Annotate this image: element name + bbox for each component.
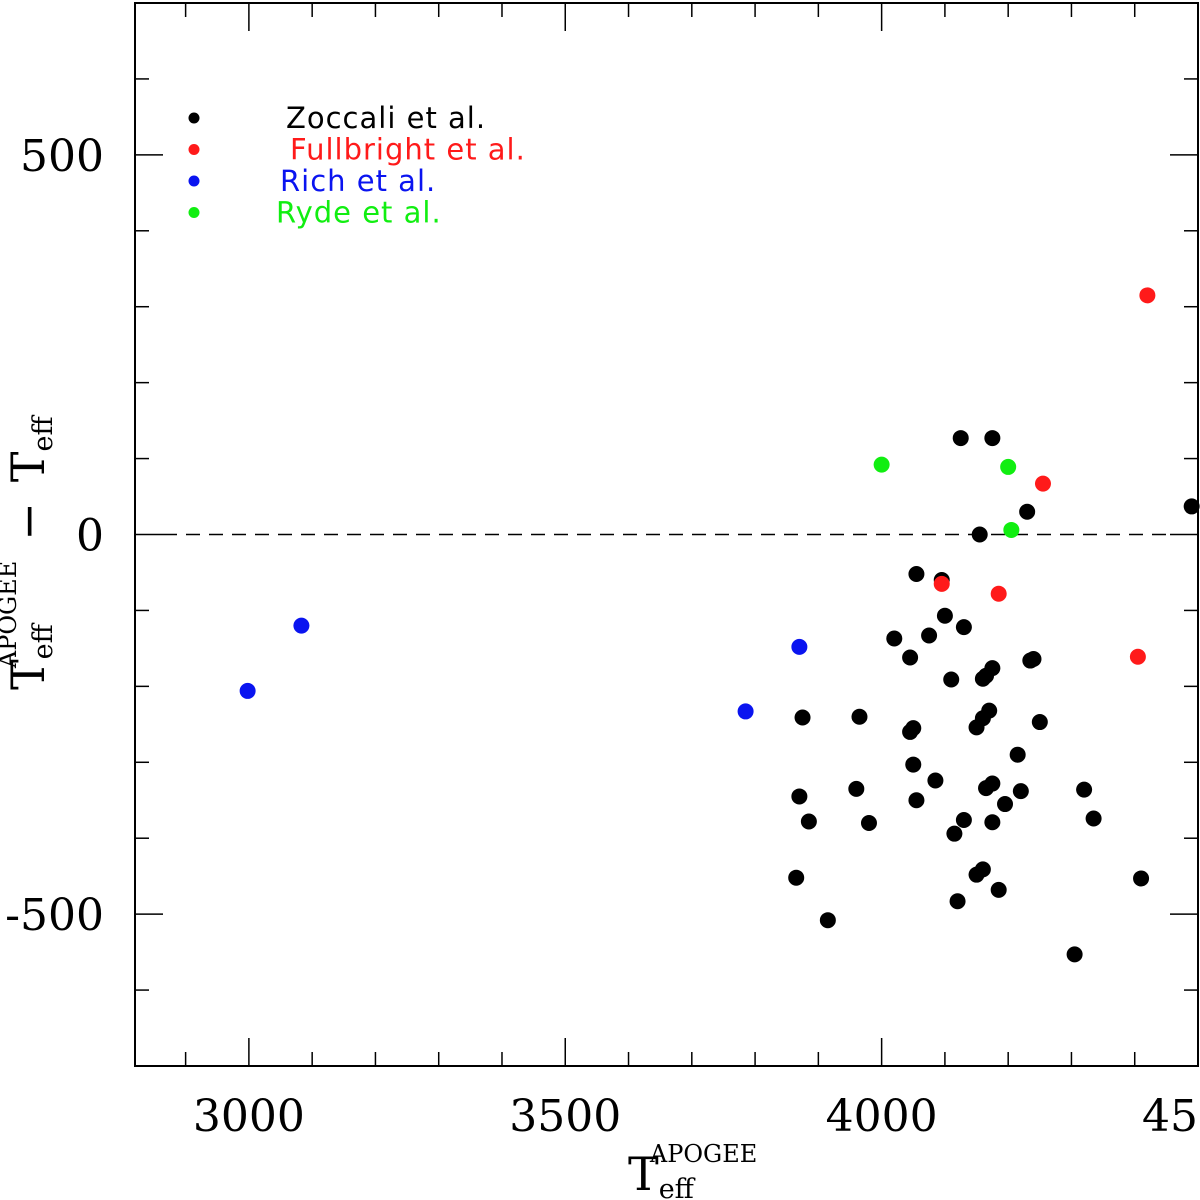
x-tick-label: 3000 (193, 1091, 305, 1142)
data-point (933, 575, 950, 592)
data-points (239, 287, 1200, 963)
data-point (791, 638, 808, 655)
data-point (819, 912, 836, 929)
data-point (936, 607, 953, 624)
y-axis-label-sub: eff (28, 622, 59, 659)
y-tick-label: -500 (5, 890, 104, 941)
data-point (978, 667, 995, 684)
data-point (1076, 781, 1093, 798)
x-tick-label: 3500 (509, 1091, 621, 1142)
data-point (978, 780, 995, 797)
data-point (1133, 870, 1150, 887)
legend-label: Rich et al. (280, 164, 436, 198)
data-point (1031, 714, 1048, 731)
data-point (1025, 651, 1042, 668)
data-point (1183, 498, 1200, 515)
data-point (984, 430, 1001, 447)
y-tick-label: 500 (20, 131, 104, 182)
data-point (848, 780, 865, 797)
data-point (293, 617, 310, 634)
tick-labels: 30003500400045005000-500 (5, 131, 1200, 1142)
data-point (1139, 287, 1156, 304)
data-point (873, 456, 890, 473)
data-point (886, 630, 903, 647)
legend-marker (188, 207, 200, 218)
legend-marker (188, 112, 200, 124)
data-point (984, 814, 1001, 831)
data-point (1034, 475, 1051, 492)
legend-label: Fullbright et al. (290, 133, 526, 167)
data-point (1066, 946, 1083, 963)
x-axis-label-sup: APOGEE (649, 1140, 757, 1168)
data-point (968, 866, 985, 883)
y-axis-label-base2: T (1, 451, 55, 482)
y-axis-label-base: T (1, 659, 55, 690)
data-point (902, 649, 919, 666)
legend-label: Ryde et al. (276, 196, 442, 230)
data-point (990, 881, 1007, 898)
data-point (908, 565, 925, 582)
legend: Zoccali et al.Fullbright et al.Rich et a… (188, 101, 526, 230)
y-axis-label: Teff APOGEE − Teff (0, 415, 59, 690)
data-point (239, 682, 256, 699)
data-point (1012, 783, 1029, 800)
data-point (794, 709, 811, 726)
legend-marker (188, 175, 200, 187)
data-point (927, 772, 944, 789)
data-point (997, 796, 1014, 813)
data-point (908, 792, 925, 809)
data-point (921, 627, 938, 644)
data-point (955, 619, 972, 636)
data-point (955, 811, 972, 828)
data-point (902, 723, 919, 740)
x-axis-label-base: T (628, 1147, 659, 1200)
data-point (943, 671, 960, 688)
x-axis-label-sub: eff (659, 1174, 696, 1200)
data-point (946, 825, 963, 842)
data-point (1019, 503, 1036, 520)
data-point (971, 526, 988, 543)
data-point (952, 430, 969, 447)
axis-ticks (135, 3, 1198, 1066)
data-point (905, 756, 922, 773)
x-tick-label: 4500 (1142, 1091, 1200, 1142)
legend-marker (188, 144, 200, 155)
data-point (990, 585, 1007, 602)
data-point (949, 893, 966, 910)
x-tick-label: 4000 (826, 1091, 938, 1142)
data-point (860, 815, 877, 832)
data-point (791, 788, 808, 805)
y-tick-label: 0 (76, 511, 104, 562)
data-point (968, 719, 985, 736)
legend-label: Zoccali et al. (286, 101, 486, 135)
y-axis-label-minus: − (1, 502, 55, 541)
data-point (1003, 521, 1020, 538)
y-axis-label-sup: APOGEE (0, 561, 22, 669)
data-point (1085, 810, 1102, 827)
data-point (1009, 746, 1026, 763)
data-point (851, 708, 868, 725)
x-axis-label: Teff APOGEE (628, 1140, 757, 1200)
data-point (800, 813, 817, 830)
data-point (788, 869, 805, 886)
data-point (1129, 648, 1146, 665)
y-axis-label-sub2: eff (28, 415, 59, 452)
data-point (737, 703, 754, 720)
data-point (1000, 458, 1017, 475)
